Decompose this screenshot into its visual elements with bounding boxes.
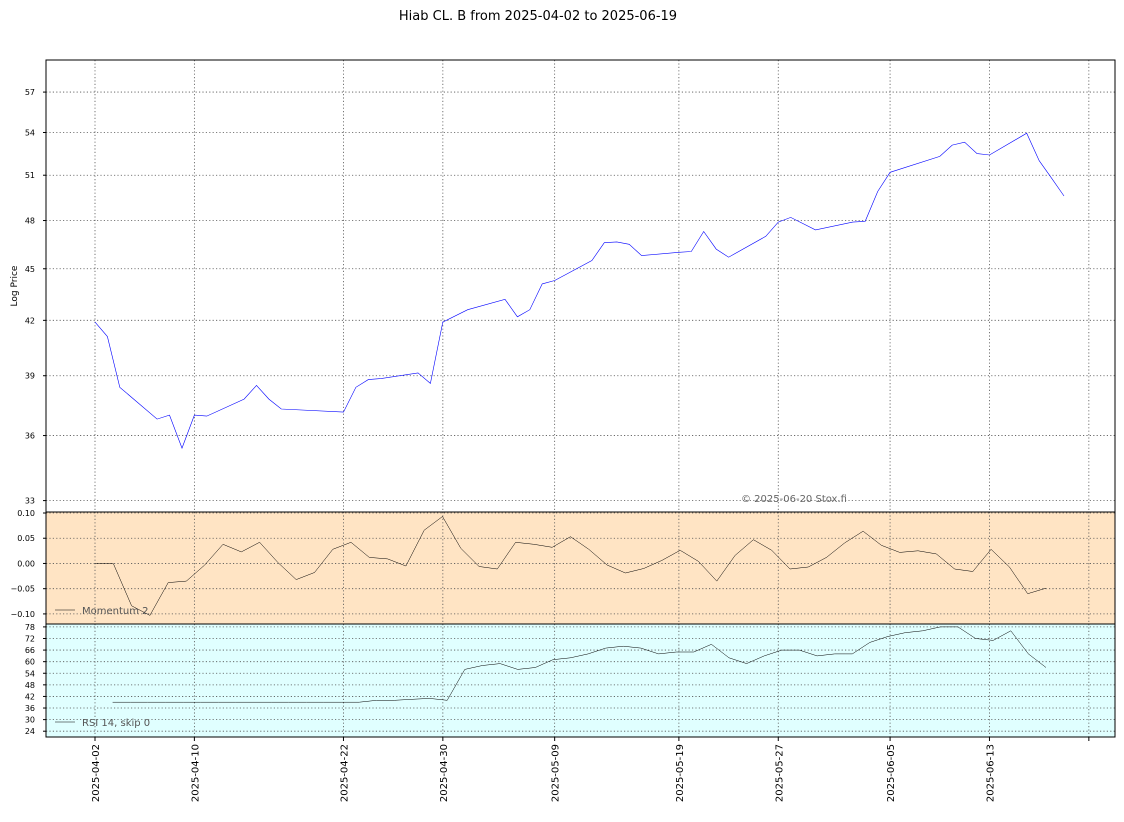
xtick-label: 2025-06-13 [985, 744, 996, 802]
rsi-ytick-label: 78 [25, 623, 35, 632]
series-layer [94, 132, 1065, 703]
momentum-ytick-label: 0.05 [17, 534, 35, 543]
rsi-panel-frame [45, 623, 1116, 738]
price-ytick-label: 54 [25, 128, 35, 137]
rsi-ytick-label: 42 [25, 692, 35, 701]
xtick-label: 2025-04-10 [190, 744, 201, 802]
rsi-ytick-label: 36 [25, 704, 35, 713]
price-ytick-label: 33 [25, 497, 35, 506]
xtick-label: 2025-05-27 [774, 744, 785, 802]
y-tick-layer: 33 36 39 42 45 48 51 54 57 −0.10 −0.05 0.00 0.05 0.10… [10, 88, 46, 736]
price-ytick-label: 48 [25, 217, 35, 226]
rsi-ytick-label: 72 [25, 634, 35, 643]
xtick-label: 2025-05-09 [551, 744, 562, 802]
x-tick-layer: 2025-04-02 2025-04-10 2025-04-22 2025-04-30… [91, 737, 1090, 802]
price-ytick-label: 57 [25, 88, 35, 97]
xtick-label: 2025-04-22 [339, 744, 350, 802]
momentum-ytick-label: −0.10 [10, 610, 35, 619]
momentum-line [95, 516, 1047, 616]
momentum-legend-label: Momentum 2 [82, 606, 149, 617]
chart-title: Hiab CL. B from 2025-04-02 to 2025-06-19 [399, 9, 677, 24]
rsi-ytick-label: 48 [25, 681, 35, 690]
price-ytick-label: 42 [25, 316, 35, 325]
price-ytick-label: 36 [25, 432, 35, 441]
xtick-label: 2025-06-05 [886, 744, 897, 802]
grid-layer [46, 60, 1115, 737]
copyright-annotation: © 2025-06-20 Stox.fi [741, 494, 847, 505]
rsi-ytick-label: 60 [25, 658, 35, 667]
rsi-ytick-label: 24 [25, 727, 35, 736]
rsi-line [112, 626, 1047, 703]
rsi-ytick-label: 66 [25, 646, 35, 655]
xtick-label: 2025-04-30 [439, 744, 450, 802]
price-panel-bg [46, 60, 1115, 512]
price-ytick-label: 45 [25, 265, 35, 274]
xtick-label: 2025-04-02 [91, 744, 102, 802]
price-ytick-label: 39 [25, 372, 35, 381]
rsi-ytick-label: 30 [25, 716, 35, 725]
rsi-panel-bg [46, 624, 1115, 737]
momentum-panel-bg [46, 512, 1115, 624]
y-axis-label: Log Price [10, 265, 20, 306]
momentum-ytick-label: −0.05 [10, 585, 35, 594]
rsi-ytick-label: 54 [25, 669, 35, 678]
price-line [94, 132, 1065, 449]
rsi-legend-label: RSI 14, skip 0 [82, 718, 150, 729]
momentum-ytick-label: 0.00 [17, 559, 35, 568]
xtick-label: 2025-05-19 [675, 744, 686, 802]
price-ytick-label: 51 [25, 171, 35, 180]
momentum-ytick-label: 0.10 [17, 509, 35, 518]
